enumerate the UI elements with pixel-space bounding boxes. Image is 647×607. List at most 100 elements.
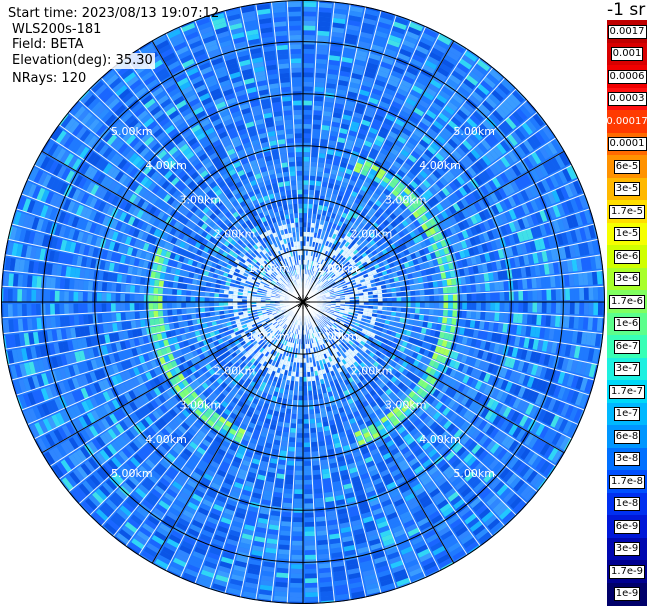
- range-gate-cell: [275, 581, 289, 588]
- range-gate-cell: [350, 240, 356, 246]
- range-gate-cell: [423, 149, 434, 159]
- range-gate-cell: [347, 335, 353, 340]
- range-gate-cell: [381, 533, 394, 543]
- range-gate-cell: [409, 180, 419, 189]
- range-gate-cell: [327, 285, 333, 290]
- range-gate-cell: [398, 109, 410, 119]
- range-gate-cell: [445, 217, 453, 227]
- range-gate-cell: [451, 317, 457, 326]
- range-gate-cell: [446, 340, 453, 349]
- range-gate-cell: [365, 582, 380, 591]
- range-gate-cell: [489, 442, 501, 454]
- range-gate-cell: [368, 302, 374, 306]
- range-gate-cell: [332, 324, 338, 329]
- range-gate-cell: [428, 510, 441, 521]
- range-gate-cell: [303, 222, 307, 228]
- range-gate-cell: [534, 326, 541, 338]
- range-gate-cell: [424, 86, 437, 97]
- range-gate-cell: [369, 92, 381, 101]
- range-gate-cell: [386, 511, 399, 521]
- range-gate-cell: [385, 315, 391, 320]
- range-gate-cell: [516, 444, 527, 458]
- range-gate-cell: [342, 285, 348, 289]
- range-gate-cell: [500, 391, 509, 403]
- range-gate-cell: [460, 276, 466, 285]
- range-gate-cell: [350, 442, 359, 449]
- range-gate-cell: [324, 261, 329, 267]
- range-gate-cell: [448, 74, 462, 85]
- range-gate-cell: [354, 484, 364, 492]
- range-gate-cell: [488, 148, 500, 161]
- range-gate-cell: [394, 316, 401, 322]
- range-gate-cell: [343, 368, 349, 375]
- range-gate-cell: [349, 77, 361, 85]
- range-gate-cell: [456, 352, 464, 362]
- range-gate-cell: [396, 306, 402, 312]
- range-gate-cell: [410, 133, 421, 142]
- range-gate-cell: [457, 362, 465, 372]
- range-gate-cell: [434, 302, 439, 309]
- range-gate-cell: [333, 322, 339, 327]
- range-gate-cell: [347, 237, 353, 244]
- range-gate-cell: [468, 400, 478, 411]
- range-gate-cell: [449, 359, 457, 368]
- range-gate-cell: [397, 506, 410, 516]
- range-gate-cell: [460, 239, 468, 249]
- range-gate-cell: [303, 6, 317, 12]
- range-gate-cell: [310, 427, 317, 433]
- range-gate-cell: [428, 359, 436, 367]
- range-gate-cell: [399, 317, 405, 323]
- range-gate-cell: [411, 53, 425, 64]
- range-gate-cell: [461, 467, 472, 479]
- range-gate-cell: [331, 325, 336, 330]
- range-gate-cell: [311, 213, 317, 219]
- range-gate-cell: [379, 12, 394, 21]
- range-gate-cell: [516, 428, 527, 441]
- range-gate-cell: [453, 370, 462, 380]
- range-gate-cell: [579, 210, 588, 225]
- range-gate-cell: [442, 506, 455, 518]
- range-gate-cell: [439, 331, 446, 339]
- range-gate-cell: [293, 498, 303, 504]
- range-gate-cell: [405, 329, 412, 336]
- range-gate-cell: [593, 302, 599, 316]
- range-gate-cell: [428, 465, 439, 476]
- range-gate-cell: [530, 391, 540, 404]
- range-gate-cell: [522, 101, 535, 115]
- range-gate-cell: [411, 84, 424, 95]
- range-gate-cell: [329, 173, 336, 180]
- range-gate-cell: [435, 522, 449, 533]
- range-gate-cell: [537, 302, 542, 313]
- range-gate-cell: [311, 142, 319, 149]
- range-gate-cell: [476, 465, 488, 477]
- range-gate-cell: [419, 472, 430, 482]
- range-gate-cell: [457, 302, 463, 310]
- range-gate-cell: [438, 302, 444, 309]
- range-gate-cell: [501, 99, 514, 113]
- range-gate-cell: [342, 353, 348, 359]
- range-gate-cell: [471, 90, 484, 103]
- range-gate-cell: [459, 105, 471, 117]
- range-gate-cell: [479, 468, 492, 480]
- range-gate-cell: [344, 33, 358, 41]
- range-gate-cell: [338, 323, 344, 328]
- range-gate-cell: [561, 231, 569, 245]
- range-gate-cell: [304, 442, 311, 448]
- range-gate-cell: [532, 252, 539, 264]
- range-gate-cell: [454, 461, 466, 472]
- range-gate-cell: [432, 491, 444, 502]
- range-gate-cell: [529, 240, 537, 252]
- range-gate-cell: [479, 253, 487, 263]
- range-gate-cell: [420, 327, 427, 334]
- range-gate-cell: [364, 248, 371, 255]
- range-gate-cell: [316, 331, 320, 337]
- range-gate-cell: [303, 170, 309, 176]
- range-gate-cell: [361, 511, 373, 519]
- range-gate-cell: [316, 262, 320, 268]
- range-gate-cell: [476, 244, 484, 254]
- range-gate-cell: [445, 469, 457, 480]
- range-gate-cell: [456, 62, 470, 74]
- range-gate-cell: [326, 78, 337, 85]
- range-gate-cell: [545, 276, 551, 288]
- range-gate-cell: [413, 80, 426, 91]
